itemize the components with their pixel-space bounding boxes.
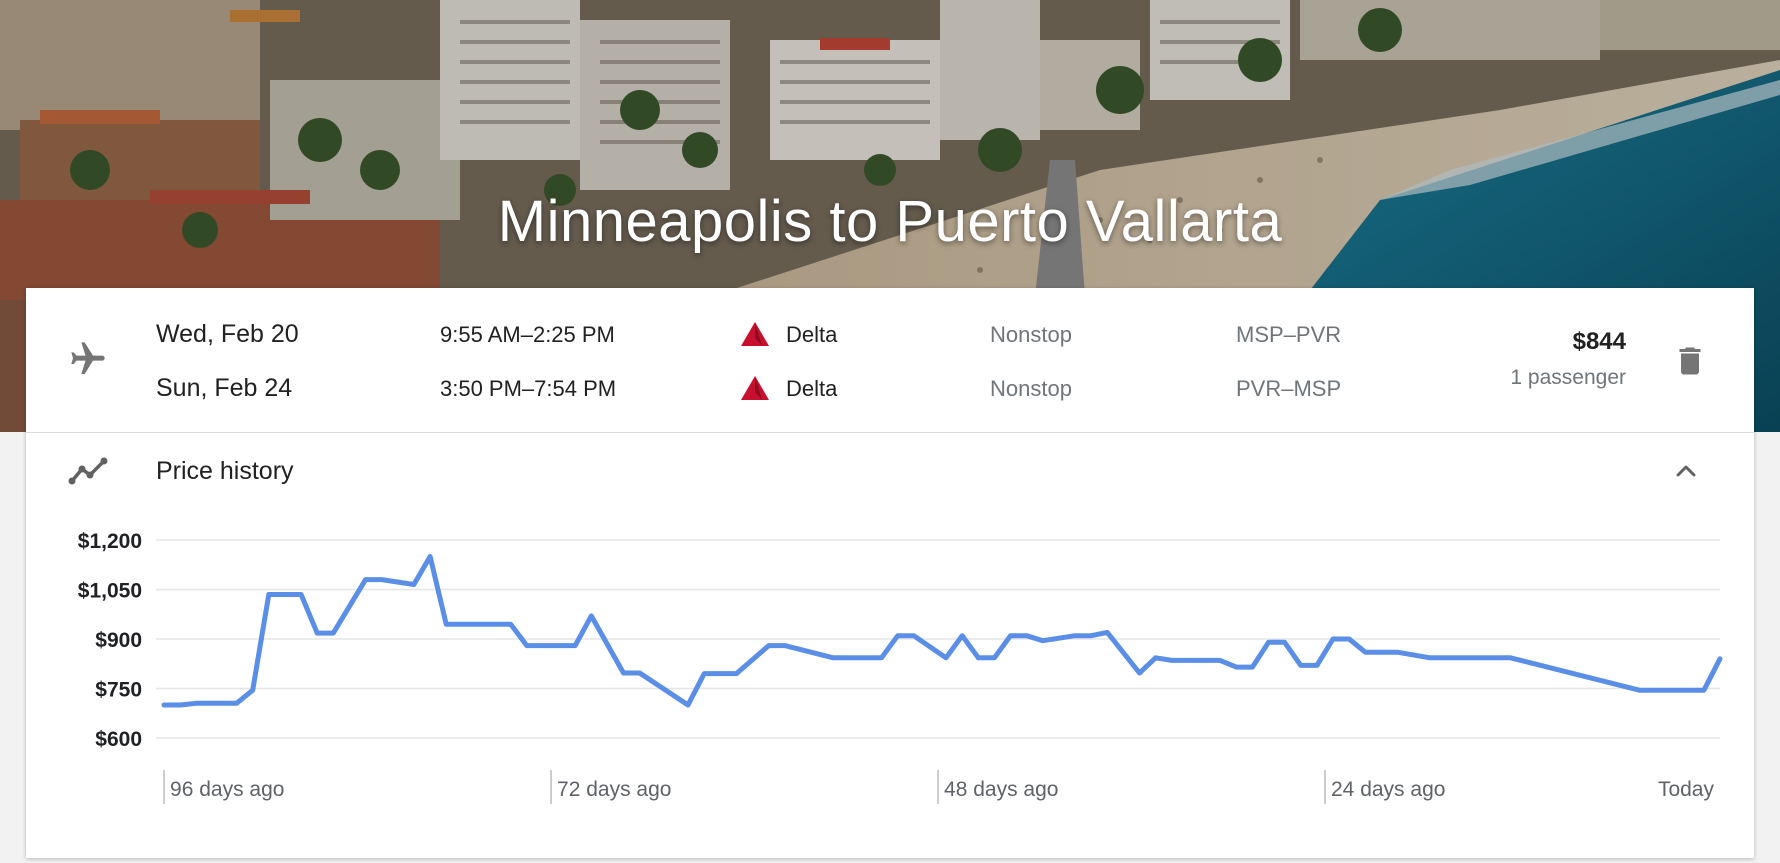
airplane-icon [71,342,105,374]
y-tick-label: $1,050 [78,580,142,603]
x-tick-label: 72 days ago [557,778,671,801]
outbound-date: Wed, Feb 20 [156,320,299,348]
return-times: 3:50 PM–7:54 PM [440,376,617,401]
x-tick-label: 48 days ago [944,778,1058,801]
outbound-airline: Delta [786,322,838,347]
return-airline: Delta [786,376,838,401]
return-date: Sun, Feb 24 [156,374,293,402]
price-line-series [161,554,1723,708]
chevron-up-icon[interactable] [1670,455,1702,487]
price-history-title: Price history [156,457,294,485]
outbound-times: 9:55 AM–2:25 PM [440,322,615,347]
outbound-stops: Nonstop [990,322,1072,347]
price-history-chart: $1,200 $1,050 $900 $750 $600 96 days ago 72 da… [26,508,1754,858]
itinerary-summary[interactable]: Wed, Feb 20 9:55 AM–2:25 PM Delta Nonsto… [26,288,1754,433]
trend-line-icon [68,457,108,485]
y-tick-label: $750 [95,679,142,702]
x-tick-label: 96 days ago [170,778,284,801]
price-history-chart-svg: $1,200 $1,050 $900 $750 $600 96 days ago 72 da… [78,530,1723,804]
price-history-header[interactable]: Price history [26,433,1754,513]
itinerary-card: Wed, Feb 20 9:55 AM–2:25 PM Delta Nonsto… [26,288,1754,858]
x-tick-label: Today [1658,778,1715,801]
return-stops: Nonstop [990,376,1072,401]
return-route: PVR–MSP [1236,376,1342,401]
delta-logo-icon [741,322,769,346]
passenger-count: 1 passenger [1510,366,1626,389]
y-tick-label: $900 [95,629,142,652]
y-tick-label: $1,200 [78,530,142,553]
x-tick-label: 24 days ago [1331,778,1445,801]
delta-logo-icon [741,376,769,400]
y-tick-label: $600 [95,728,142,751]
page-title: Minneapolis to Puerto Vallarta [497,189,1283,254]
total-price: $844 [1572,328,1626,355]
trash-icon[interactable] [1672,342,1708,380]
outbound-route: MSP–PVR [1236,322,1342,347]
